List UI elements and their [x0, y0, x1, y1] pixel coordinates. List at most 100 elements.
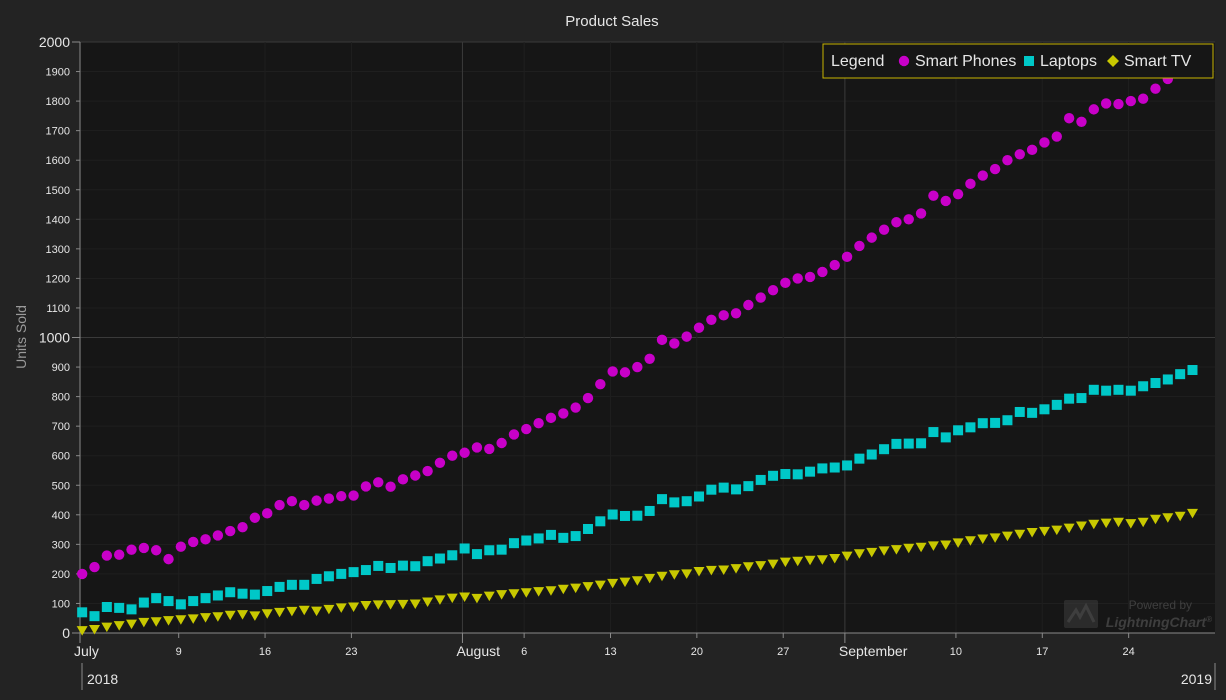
data-point [187, 614, 199, 624]
data-point [915, 542, 927, 553]
data-point [804, 271, 816, 283]
data-point [1113, 98, 1124, 110]
data-point [237, 588, 248, 599]
data-point [940, 432, 951, 443]
data-point [471, 442, 483, 453]
data-point [977, 170, 988, 181]
data-point [298, 605, 310, 616]
data-point [249, 512, 261, 523]
data-point [842, 460, 853, 471]
data-point [854, 453, 865, 464]
data-point [262, 586, 273, 597]
data-point [718, 310, 729, 321]
data-point [582, 392, 594, 404]
data-point [323, 571, 334, 582]
data-point [965, 178, 976, 190]
x-year-label: 2019 [1181, 671, 1212, 687]
data-point [224, 610, 236, 621]
x-year-label: 2018 [87, 671, 118, 687]
data-point [977, 534, 989, 545]
data-point [163, 616, 175, 626]
data-point [779, 557, 791, 568]
data-point [200, 613, 212, 623]
data-point [940, 195, 951, 207]
legend-title: Legend [831, 53, 884, 70]
data-point [841, 551, 853, 562]
y-tick-label: 200 [52, 569, 70, 581]
legend-entry-smart-tv[interactable]: Smart TV [1107, 53, 1192, 70]
data-point [410, 561, 421, 572]
data-point [879, 444, 890, 455]
data-point [928, 190, 939, 201]
x-tick-label-major: July [74, 643, 99, 659]
data-point [755, 561, 767, 571]
data-point [126, 619, 138, 630]
data-point [582, 582, 594, 592]
data-point [508, 429, 520, 440]
data-point [816, 555, 828, 565]
x-tick-label: 20 [691, 646, 703, 658]
data-point [866, 449, 877, 460]
data-point [594, 580, 606, 591]
legend-label: Smart Phones [915, 53, 1016, 70]
data-point [582, 523, 593, 534]
data-point [348, 567, 359, 578]
data-point [434, 595, 446, 605]
data-point [422, 597, 434, 607]
data-point [866, 547, 878, 558]
data-point [891, 438, 902, 449]
data-point [385, 481, 396, 492]
data-point [1076, 393, 1087, 404]
data-point [792, 273, 803, 284]
legend-entry-smart-phones[interactable]: Smart Phones [898, 53, 1017, 70]
data-point [397, 599, 409, 610]
data-point [890, 545, 902, 555]
legend-marker-circle-icon [898, 55, 910, 67]
legend-entry-laptops[interactable]: Laptops [1024, 53, 1097, 70]
data-point [274, 607, 286, 618]
data-point [311, 606, 323, 617]
data-point [792, 556, 804, 567]
data-point [336, 490, 347, 502]
data-point [1186, 508, 1198, 519]
data-point [262, 508, 273, 519]
data-point [841, 251, 853, 263]
data-point [1002, 415, 1013, 426]
data-point [434, 553, 445, 564]
data-point [878, 546, 890, 556]
data-point [200, 534, 211, 545]
data-point [915, 208, 927, 219]
y-tick-label: 1800 [46, 96, 70, 108]
y-axis-title: Units Sold [13, 305, 29, 369]
data-point [1075, 521, 1087, 532]
data-point [1051, 525, 1063, 536]
data-point [755, 292, 766, 303]
data-point [792, 469, 803, 480]
x-tick-label: 23 [345, 646, 357, 658]
series-smart-tv [76, 508, 1198, 636]
data-point [619, 367, 631, 378]
data-point [311, 495, 322, 506]
data-point [1138, 381, 1149, 392]
data-point [977, 418, 988, 429]
data-point [681, 569, 693, 579]
legend-label: Smart TV [1124, 53, 1192, 70]
x-tick-label: 6 [521, 646, 527, 658]
data-point [755, 474, 766, 485]
data-point [1001, 531, 1013, 542]
data-point [274, 581, 285, 592]
data-point [422, 556, 433, 567]
legend[interactable]: Legend Smart Phones Laptops Smart TV [822, 43, 1214, 79]
data-point [817, 463, 828, 474]
data-point [595, 516, 606, 527]
data-point [261, 609, 273, 619]
data-point [299, 579, 310, 590]
x-tick-label: 16 [259, 646, 271, 658]
data-point [212, 590, 223, 601]
data-point [619, 510, 630, 521]
data-point [644, 573, 656, 584]
data-point [484, 545, 495, 556]
data-point [1002, 155, 1013, 166]
data-point [533, 533, 544, 544]
data-point [731, 484, 742, 495]
